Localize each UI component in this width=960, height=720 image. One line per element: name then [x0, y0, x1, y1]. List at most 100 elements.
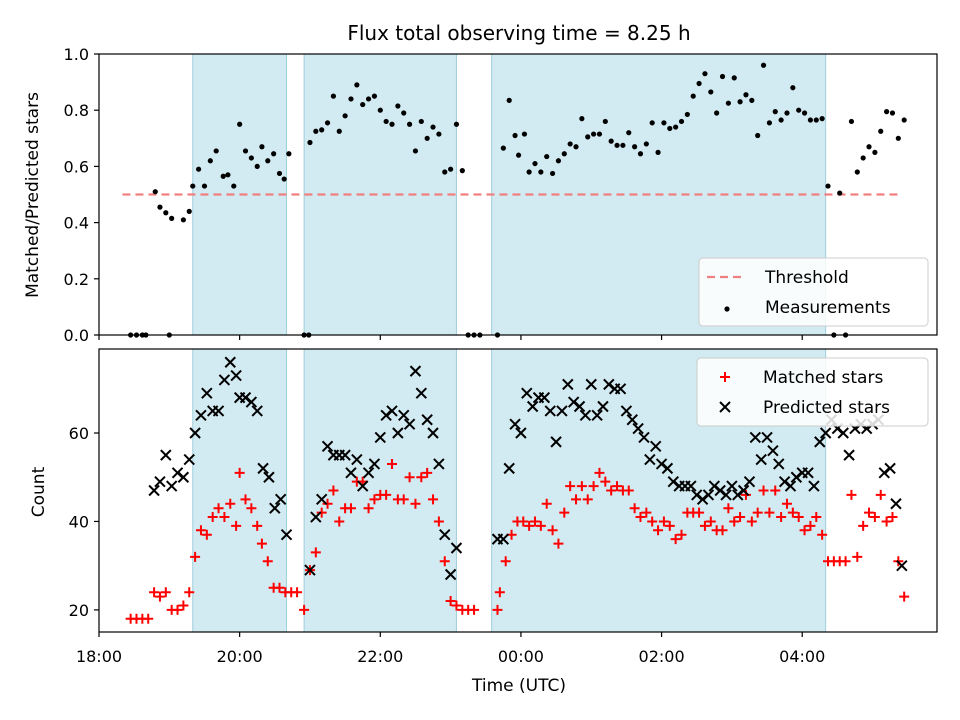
bottom-matched-stars-point-55	[445, 596, 456, 607]
x-tick-label-0: 18:00	[76, 647, 122, 666]
top-y-tick-label-2: 0.4	[64, 214, 89, 233]
bottom-predicted-stars-point-86	[702, 489, 715, 501]
bottom-matched-stars-point-109	[776, 512, 787, 523]
top-measurements-point-96	[696, 80, 702, 87]
bottom-matched-stars-point-68	[535, 520, 546, 531]
top-measurements-point-51	[424, 135, 430, 141]
bottom-predicted-stars-point-73	[626, 414, 638, 426]
bottom-matched-stars-point-96	[699, 520, 710, 531]
top-measurements-point-9	[186, 208, 192, 214]
bottom-predicted-stars-point-18	[251, 405, 263, 417]
top-measurements-point-7	[169, 215, 175, 221]
bottom-matched-stars-point-23	[256, 538, 267, 549]
bottom-predicted-stars-point-27	[321, 440, 334, 452]
bottom-matched-stars-point-125	[869, 512, 880, 523]
bottom-matched-stars-point-90	[664, 520, 675, 531]
bottom-matched-stars-point-89	[658, 516, 669, 527]
bottom-predicted-stars-point-9	[201, 387, 213, 399]
top-shaded-span-1	[303, 53, 457, 336]
top-measurements-point-106	[755, 132, 761, 139]
bottom-matched-stars-point-67	[529, 516, 540, 527]
top-measurements-point-87	[643, 141, 649, 147]
top-measurements-point-80	[602, 118, 608, 125]
top-measurements-point-42	[371, 93, 378, 99]
top-measurements-point-98	[708, 89, 714, 95]
bottom-predicted-stars-point-97	[767, 444, 779, 457]
bottom-predicted-stars-point-25	[310, 511, 322, 523]
top-measurements-point-107	[760, 62, 767, 68]
bottom-matched-stars-point-102	[735, 512, 746, 523]
bottom-predicted-stars-point-35	[368, 458, 381, 470]
bottom-predicted-stars-point-63	[567, 396, 580, 408]
bottom-predicted-stars-point-2	[160, 449, 172, 461]
top-measurements-point-27	[281, 176, 287, 182]
bottom-y-tick-label-1: 40	[69, 512, 89, 531]
x-tick-label-1: 20:00	[217, 647, 263, 666]
top-measurements-point-49	[412, 148, 419, 154]
top-measurements-point-104	[743, 92, 749, 98]
bottom-matched-stars-point-53	[433, 516, 444, 527]
bottom-matched-stars-point-11	[190, 551, 201, 562]
bottom-predicted-stars-point-77	[650, 440, 662, 452]
bottom-matched-stars-point-12	[195, 525, 206, 536]
top-measurements-point-68	[532, 160, 538, 167]
top-measurements-point-97	[702, 71, 708, 77]
top-measurements-point-114	[801, 110, 808, 116]
bottom-matched-stars-point-75	[576, 481, 587, 492]
bottom-predicted-stars-point-69	[603, 378, 615, 391]
bottom-predicted-stars-point-64	[573, 400, 586, 413]
top-legend-label-1: Measurements	[765, 298, 891, 318]
bottom-matched-stars-point-85	[635, 512, 646, 523]
top-measurements-point-92	[673, 124, 679, 130]
bottom-predicted-stars-point-23	[280, 529, 293, 541]
bottom-predicted-stars-point-59	[544, 405, 556, 417]
top-measurements-point-22	[254, 163, 260, 169]
top-legend-box	[698, 257, 929, 327]
top-measurements-point-131	[901, 117, 907, 123]
bottom-matched-stars-point-80	[606, 485, 617, 496]
bottom-legend-marker-0	[720, 372, 730, 382]
bottom-matched-stars-point-126	[875, 489, 886, 500]
bottom-predicted-stars-point-8	[195, 409, 207, 422]
top-measurements-point-56	[453, 121, 460, 127]
bottom-predicted-stars-point-41	[403, 418, 416, 430]
bottom-matched-stars-point-107	[764, 507, 775, 518]
bottom-predicted-stars-point-49	[450, 542, 463, 554]
bottom-predicted-stars-point-78	[655, 458, 668, 470]
bottom-predicted-stars-point-96	[761, 431, 773, 444]
top-measurements-point-40	[360, 101, 366, 108]
bottom-matched-stars-point-100	[723, 503, 734, 514]
top-measurements-point-128	[884, 109, 890, 115]
bottom-predicted-stars-point-103	[802, 467, 814, 479]
top-measurements-point-117	[819, 116, 825, 122]
top-measurements-point-46	[395, 103, 401, 109]
bottom-predicted-stars-point-92	[737, 484, 750, 497]
bottom-matched-stars-point-38	[345, 503, 356, 514]
bottom-matched-stars-point-19	[234, 467, 245, 478]
bottom-matched-stars-point-3	[143, 613, 154, 624]
bottom-matched-stars-point-116	[817, 529, 828, 540]
bottom-matched-stars-point-35	[328, 485, 339, 496]
top-y-tick-label-0: 0.0	[64, 326, 89, 345]
top-measurements-point-74	[567, 141, 573, 147]
bottom-predicted-stars-point-31	[345, 467, 357, 479]
top-measurements-point-81	[608, 138, 614, 144]
top-measurements-point-127	[878, 128, 884, 134]
bottom-predicted-stars-point-24	[304, 564, 316, 576]
bottom-y-tick-label-2: 60	[69, 424, 89, 443]
top-measurements-point-88	[649, 120, 655, 126]
bottom-matched-stars-point-113	[799, 525, 810, 536]
bottom-matched-stars-point-54	[439, 556, 450, 567]
bottom-predicted-stars-point-16	[239, 391, 252, 404]
bottom-predicted-stars-point-62	[562, 378, 574, 391]
bottom-predicted-stars-point-91	[732, 489, 744, 501]
bottom-predicted-stars-point-118	[890, 498, 902, 510]
bottom-predicted-stars-point-106	[819, 427, 832, 439]
top-measurements-point-54	[442, 169, 448, 175]
top-measurements-point-120	[837, 190, 843, 196]
top-panel: 0.0 0.2 0.4 0.6 0.8 1.0 Threshold Measurements	[64, 45, 938, 345]
top-measurements-point-129	[889, 110, 896, 116]
top-measurements-point-122	[848, 118, 855, 125]
chart-title: Flux total observing time = 8.25 h	[347, 21, 690, 45]
top-measurements-point-17	[225, 172, 231, 178]
